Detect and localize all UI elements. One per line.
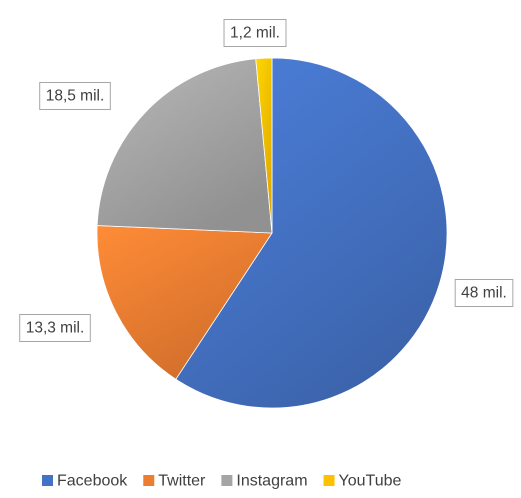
pie-slice-twitter [96,225,273,380]
data-label-youtube: 1,2 mil. [223,19,287,47]
legend-label-twitter: Twitter [158,473,206,490]
legend-item-instagram: Instagram [221,473,308,490]
data-label-text: 13,3 mil. [26,320,85,337]
legend: Facebook Twitter Instagram YouTube [42,473,402,490]
pie-slice-youtube [255,57,273,234]
data-label-box [223,19,287,47]
legend-item-facebook: Facebook [42,473,128,490]
legend-item-youtube: YouTube [323,473,402,490]
data-label-text: 18,5 mil. [46,88,105,105]
legend-label-youtube: YouTube [339,473,402,490]
pie-slice-instagram [96,58,273,234]
data-label-twitter: 13,3 mil. [19,314,91,342]
pie-slice-facebook [175,57,448,409]
legend-swatch-twitter [143,475,155,486]
data-label-facebook: 48 mil. [454,279,514,307]
data-label-instagram: 18,5 mil. [39,82,111,110]
data-label-box [19,314,91,342]
pie-slices [96,57,448,409]
data-label-box [39,82,111,110]
data-label-text: 48 mil. [461,285,507,302]
data-label-box [454,279,514,307]
legend-swatch-instagram [221,475,233,486]
legend-label-instagram: Instagram [236,473,307,490]
legend-item-twitter: Twitter [143,473,206,490]
legend-swatch-youtube [323,475,335,486]
legend-label-facebook: Facebook [57,473,128,490]
data-label-text: 1,2 mil. [230,25,280,42]
data-labels: 48 mil. 13,3 mil. 18,5 mil. 1,2 mil. [19,19,514,342]
legend-swatch-facebook [42,475,53,486]
